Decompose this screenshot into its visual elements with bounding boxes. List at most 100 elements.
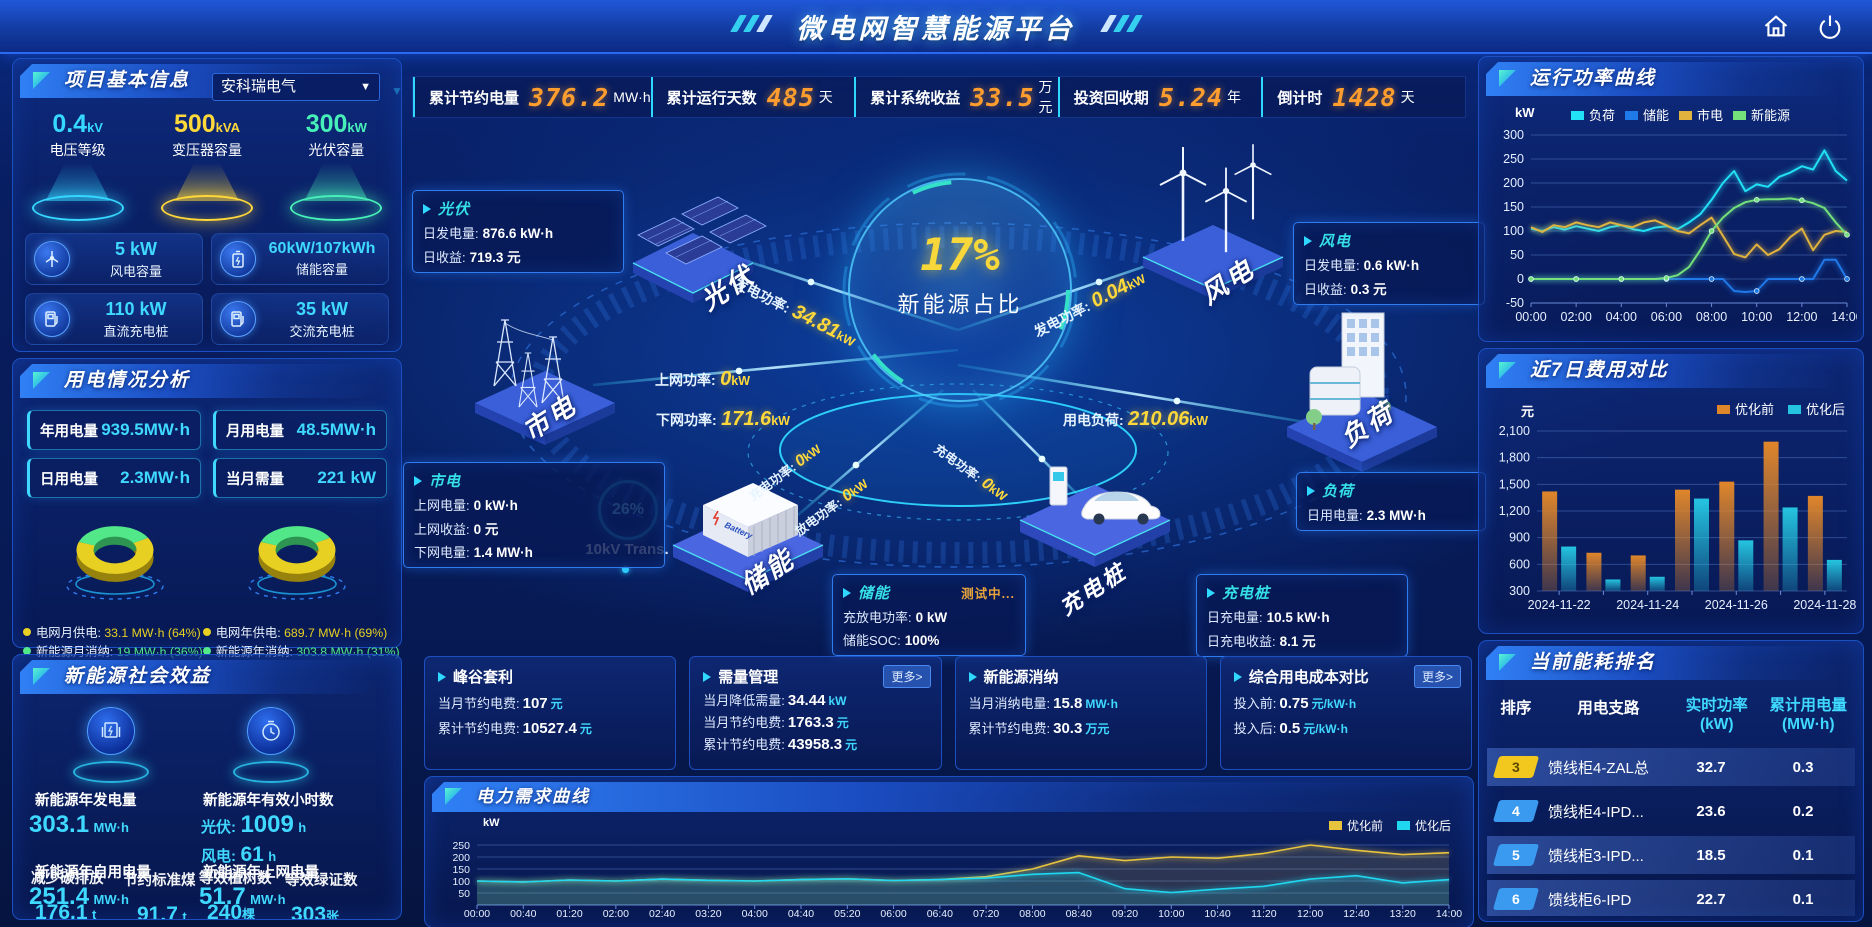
arrow-icon [438,671,446,682]
svg-text:00:00: 00:00 [1515,310,1546,324]
solar-panel-icon [87,707,135,755]
svg-text:13:20: 13:20 [1390,908,1416,920]
kpi-saved-energy: 累计节约电量 376.2 MW·h [413,77,651,117]
card-demand-mgmt: 需量管理 更多> 当月降低需量: 34.44 kW 当月节约电费: 1763.3 元 累… [689,656,942,770]
svg-text:50: 50 [458,888,470,900]
svg-text:2024-11-22: 2024-11-22 [1528,598,1591,612]
svg-text:00:00: 00:00 [464,908,490,920]
svg-text:50: 50 [1510,248,1524,262]
chart-legend: 负荷 储能 市电 新能源 [1571,105,1790,124]
svg-text:04:00: 04:00 [742,908,768,920]
arrow-icon [1304,235,1312,246]
company-select[interactable]: 安科瑞电气 ▼ [212,73,380,101]
svg-text:600: 600 [1509,557,1530,571]
dc-charger-icon [34,301,70,337]
table-row[interactable]: 5 馈线柜3-IPD... 18.5 0.1 [1487,836,1855,874]
svg-text:12:00: 12:00 [1786,310,1817,324]
charger-info-box: 充电桩 日充电量: 10.5 kW·h 日充电收益: 8.1 元 [1196,574,1408,657]
svg-text:08:00: 08:00 [1019,908,1045,920]
stat-year-usage: 年用电量 939.5MW·h [27,410,201,450]
trees-label: 等效植树数 [199,871,272,887]
legend-item: 负荷 [1571,105,1615,124]
table-body: 3 馈线柜4-ZAL总 32.7 0.3 4 馈线柜4-IPD... 23.6 0.2 … [1487,748,1855,916]
panel-title: 电力需求曲线 [476,787,590,806]
cost-chart: 300 600 900 1,200 1,500 1,800 2,100 2024-11-22 2… [1485,421,1857,618]
load-info-box: 负荷 日用电量: 2.3 MW·h [1296,472,1486,531]
chart-legend: 优化前 优化后 [1716,399,1845,418]
renewable-share-value: 17% [920,230,1000,281]
gauge-row: 0.4kV 电压等级 500kVA 变压器容量 300kW 光伏容量 [13,110,401,221]
header-deco-left [729,15,773,37]
svg-text:02:40: 02:40 [649,908,675,920]
battery-icon [220,241,256,277]
grid-node-graphic [475,319,615,445]
y-axis-unit: 元 [1521,404,1535,419]
svg-text:08:40: 08:40 [1066,908,1092,920]
more-button[interactable]: 更多> [1413,665,1461,688]
hours-label: 新能源年有效小时数 [203,793,334,809]
co2-value: 176.1 t [35,901,97,920]
svg-text:2,100: 2,100 [1499,424,1530,438]
arrow-icon [1233,671,1242,682]
page-title: 微电网智慧能源平台 [796,13,1076,44]
arrow-icon [414,475,422,486]
svg-text:04:40: 04:40 [788,908,814,920]
capacity-card-dc-charger: 110 kW 直流充电桩 [25,293,203,345]
svg-text:1,800: 1,800 [1499,451,1530,465]
arrow-icon [968,671,977,682]
wind-hours: 风电: 61 h [201,843,277,866]
certs-label: 等效绿证数 [285,873,358,889]
charger-node-graphic [1019,466,1171,567]
svg-text:10:40: 10:40 [1204,908,1230,920]
legend-item: 优化前 [1716,399,1774,418]
arrow-icon [423,203,431,214]
more-button[interactable]: 更多> [883,665,931,688]
arrow-icon [1207,587,1215,598]
svg-text:06:00: 06:00 [1651,310,1682,324]
panel-cost-compare: 近7日费用对比 元 优化前 优化后 300 600 900 1,200 1,500 1,80… [1478,348,1864,634]
table-row[interactable]: 6 馈线柜6-IPD 22.7 0.1 [1487,880,1855,916]
svg-text:300: 300 [1503,128,1524,142]
wind-node-graphic [1142,144,1284,299]
legend-item: 优化前 [1328,817,1383,834]
card-cost-compare: 综合用电成本对比 更多> 投入前: 0.75 元/kW·h 投入后: 0.5 元/kW·… [1219,656,1472,770]
gauge-pv-capacity: 300kW 光伏容量 [276,110,396,221]
table-row[interactable]: 4 馈线柜4-IPD... 23.6 0.2 [1487,792,1855,830]
stat-month-usage: 月用电量 48.5MW·h [213,410,387,450]
svg-text:12:40: 12:40 [1343,908,1369,920]
legend-item: 优化后 [1396,817,1451,834]
certs-value: 303张 [291,903,340,920]
legend-item: 新能源 [1733,105,1790,124]
to-grid-label: 新能源年上网电量 [203,865,319,881]
donut-year-chart [217,504,377,621]
panel-title: 新能源社会效益 [64,666,212,687]
kpi-run-days: 累计运行天数 485 天 [650,77,855,117]
panel-energy-ranking: 当前能耗排名 排序 用电支路 实时功率 (kW) 累计用电量 (MW·h) 3 馈线… [1478,640,1864,922]
table-header: 排序 用电支路 实时功率 (kW) 累计用电量 (MW·h) [1500,697,1848,733]
flow-load-power: 用电负荷: 210.06kW [1063,408,1209,430]
svg-text:05:20: 05:20 [834,908,860,920]
table-row[interactable]: 3 馈线柜4-ZAL总 32.7 0.3 [1487,748,1855,786]
generation-pedestal [73,707,149,783]
gen-label: 新能源年发电量 [35,793,137,809]
svg-text:10:00: 10:00 [1741,310,1772,324]
svg-text:07:20: 07:20 [973,908,999,920]
svg-text:12:00: 12:00 [1297,908,1323,920]
kpi-payback: 投资回收期 5.24 年 [1057,77,1262,117]
svg-text:06:00: 06:00 [880,908,906,920]
svg-text:300: 300 [1509,584,1530,598]
panel-title: 近7日费用对比 [1530,360,1669,381]
renewable-share-circle: 17% 新能源占比 [842,172,1078,408]
panel-title: 项目基本信息 [64,70,191,91]
pv-node-graphic [632,196,767,303]
chart-legend: 优化前 优化后 [1328,817,1451,834]
panel-title: 用电情况分析 [64,370,191,391]
power-icon[interactable] [1816,12,1844,40]
svg-text:2024-11-24: 2024-11-24 [1616,598,1679,612]
capacity-card-wind: 5 kW 风电容量 [25,233,203,285]
hours-pedestal [233,707,309,783]
renewable-share-label: 新能源占比 [897,292,1023,317]
power-chart: -50 0 50 100 150 200 250 300 00:00 02:00 04:00 06:0… [1485,125,1863,330]
home-icon[interactable] [1762,12,1790,40]
